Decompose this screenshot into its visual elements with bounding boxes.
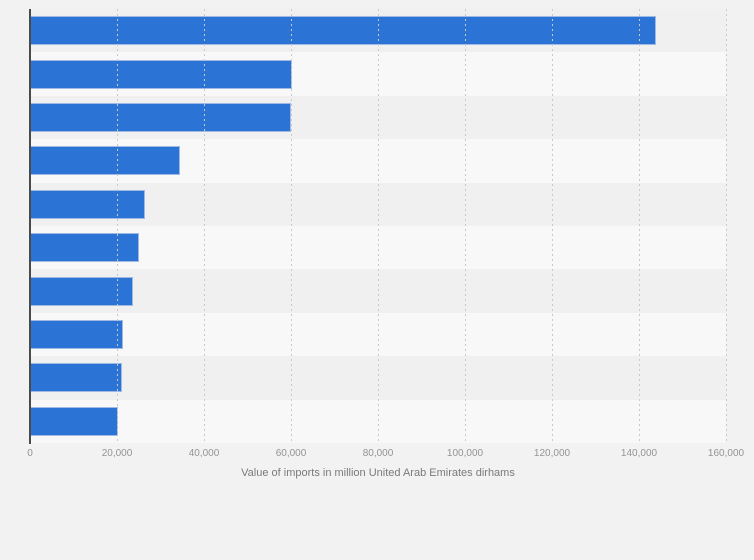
x-tick-label: 80,000 <box>362 448 394 459</box>
x-tick-label: 160,000 <box>707 448 745 459</box>
bar[interactable] <box>30 233 139 263</box>
bar[interactable] <box>30 319 123 349</box>
bar[interactable] <box>30 102 291 132</box>
bar[interactable] <box>30 406 118 436</box>
gridline <box>638 9 640 443</box>
x-tick-label: 60,000 <box>275 448 307 459</box>
x-tick-label: 0 <box>27 448 33 459</box>
gridline <box>377 9 379 443</box>
x-tick-label: 40,000 <box>188 448 220 459</box>
bar[interactable] <box>30 59 293 89</box>
bar[interactable] <box>30 363 123 393</box>
gridline <box>464 9 466 443</box>
bar[interactable] <box>30 16 656 46</box>
gridline <box>116 9 118 443</box>
x-axis-title: Value of imports in million United Arab … <box>241 467 515 479</box>
x-tick-label: 140,000 <box>620 448 658 459</box>
bar[interactable] <box>30 146 181 176</box>
y-axis-line <box>29 9 31 444</box>
bar[interactable] <box>30 189 146 219</box>
x-axis-ticks: 0 20,000 40,000 60,000 80,000 100,000 120,000 1… <box>27 448 744 462</box>
gridline <box>551 9 553 443</box>
gridline <box>203 9 205 443</box>
plot-area <box>29 9 727 444</box>
gridline <box>290 9 292 443</box>
gridline <box>725 9 727 443</box>
x-tick-label: 120,000 <box>533 448 571 459</box>
x-tick-label: 20,000 <box>101 448 133 459</box>
x-tick-label: 100,000 <box>446 448 484 459</box>
bar[interactable] <box>30 276 133 306</box>
